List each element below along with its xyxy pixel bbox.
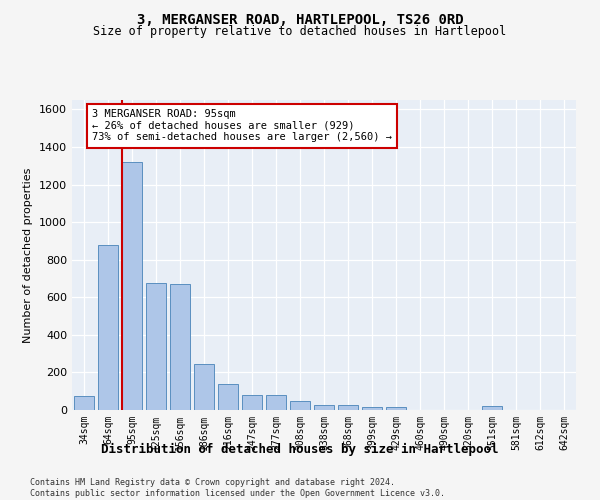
Bar	[482, 406, 502, 410]
Bar	[338, 405, 358, 410]
Bar	[98, 244, 118, 410]
Bar	[218, 384, 238, 410]
Text: Size of property relative to detached houses in Hartlepool: Size of property relative to detached ho…	[94, 25, 506, 38]
Text: 3 MERGANSER ROAD: 95sqm
← 26% of detached houses are smaller (929)
73% of semi-d: 3 MERGANSER ROAD: 95sqm ← 26% of detache…	[92, 110, 392, 142]
Bar	[170, 284, 190, 410]
Bar	[146, 283, 166, 410]
Bar	[362, 407, 382, 410]
Bar	[74, 396, 94, 410]
Bar	[122, 162, 142, 410]
Bar	[266, 395, 286, 410]
Bar	[290, 401, 310, 410]
Text: Contains HM Land Registry data © Crown copyright and database right 2024.
Contai: Contains HM Land Registry data © Crown c…	[30, 478, 445, 498]
Bar	[242, 395, 262, 410]
Bar	[386, 407, 406, 410]
Y-axis label: Number of detached properties: Number of detached properties	[23, 168, 34, 342]
Text: 3, MERGANSER ROAD, HARTLEPOOL, TS26 0RD: 3, MERGANSER ROAD, HARTLEPOOL, TS26 0RD	[137, 12, 463, 26]
Bar	[194, 364, 214, 410]
Bar	[314, 405, 334, 410]
Text: Distribution of detached houses by size in Hartlepool: Distribution of detached houses by size …	[101, 442, 499, 456]
